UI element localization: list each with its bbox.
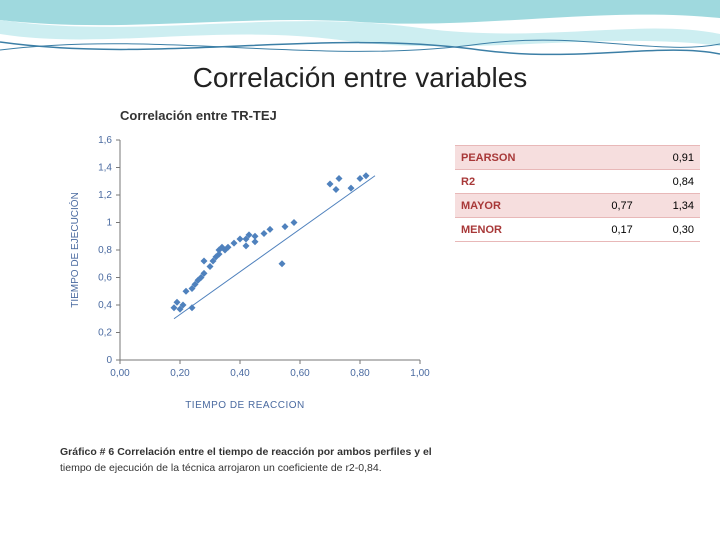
svg-text:1,2: 1,2 bbox=[98, 190, 112, 201]
svg-text:0,4: 0,4 bbox=[98, 300, 112, 311]
stat-name: MAYOR bbox=[455, 194, 578, 218]
slide-page: { "waves": { "colors": { "band1": "#9fd9… bbox=[0, 0, 720, 540]
stat-v1: 0,77 bbox=[578, 194, 639, 218]
chart-caption: Gráfico # 6 Correlación entre el tiempo … bbox=[60, 445, 440, 477]
table-row: PEARSON 0,91 bbox=[455, 146, 700, 170]
svg-text:0,80: 0,80 bbox=[350, 368, 370, 379]
svg-text:0,8: 0,8 bbox=[98, 245, 112, 256]
scatter-chart: 0 0,2 0,4 0,6 0,8 1 1,2 1,4 1,6 0,00 0,20 0,40 0,60 0… bbox=[60, 130, 430, 430]
table-row: MAYOR0,771,34 bbox=[455, 194, 700, 218]
svg-text:0,60: 0,60 bbox=[290, 368, 310, 379]
svg-text:TIEMPO DE EJECUCIÓN: TIEMPO DE EJECUCIÓN bbox=[68, 192, 81, 308]
stat-name: PEARSON bbox=[455, 146, 578, 170]
svg-text:1,00: 1,00 bbox=[410, 368, 430, 379]
svg-text:0: 0 bbox=[106, 355, 112, 366]
stat-v2: 0,91 bbox=[639, 146, 700, 170]
svg-text:0,40: 0,40 bbox=[230, 368, 250, 379]
svg-text:0,00: 0,00 bbox=[110, 368, 130, 379]
stat-v2: 1,34 bbox=[639, 194, 700, 218]
table-row: MENOR0,170,30 bbox=[455, 218, 700, 242]
svg-text:0,2: 0,2 bbox=[98, 328, 112, 339]
caption-line2: tiempo de ejecución de la técnica arroja… bbox=[60, 462, 345, 474]
svg-text:1,4: 1,4 bbox=[98, 163, 112, 174]
svg-text:1: 1 bbox=[106, 218, 112, 229]
stat-v2: 0,30 bbox=[639, 218, 700, 242]
stats-table: PEARSON0,91R20,84MAYOR0,771,34MENOR0,170… bbox=[455, 145, 700, 242]
caption-coef: r2-0,84. bbox=[345, 462, 381, 474]
stat-name: R2 bbox=[455, 170, 578, 194]
stat-v2: 0,84 bbox=[639, 170, 700, 194]
x-axis-label: TIEMPO DE REACCION bbox=[60, 400, 430, 411]
chart-title: Correlación entre TR-TEJ bbox=[120, 108, 277, 123]
scatter-svg: 0 0,2 0,4 0,6 0,8 1 1,2 1,4 1,6 0,00 0,20 0,40 0,60 0… bbox=[60, 130, 430, 390]
stat-name: MENOR bbox=[455, 218, 578, 242]
stat-v1 bbox=[578, 170, 639, 194]
stat-v1: 0,17 bbox=[578, 218, 639, 242]
svg-text:0,20: 0,20 bbox=[170, 368, 190, 379]
stat-v1 bbox=[578, 146, 639, 170]
page-title: Correlación entre variables bbox=[0, 62, 720, 94]
header-waves bbox=[0, 0, 720, 70]
caption-bold: Gráfico # 6 Correlación entre el tiempo … bbox=[60, 446, 432, 458]
table-row: R2 0,84 bbox=[455, 170, 700, 194]
svg-text:1,6: 1,6 bbox=[98, 135, 112, 146]
svg-text:0,6: 0,6 bbox=[98, 273, 112, 284]
